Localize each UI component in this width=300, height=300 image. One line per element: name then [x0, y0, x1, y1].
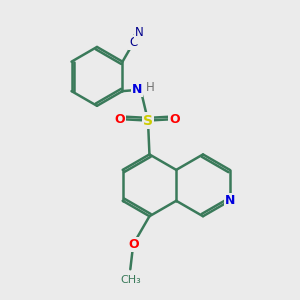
Text: S: S: [143, 114, 153, 128]
Text: O: O: [115, 112, 125, 126]
Text: N: N: [135, 26, 143, 40]
Text: O: O: [169, 112, 180, 126]
Text: CH₃: CH₃: [120, 274, 141, 284]
Text: N: N: [132, 83, 142, 96]
Text: H: H: [146, 81, 154, 94]
Text: C: C: [129, 36, 138, 49]
Text: O: O: [128, 238, 139, 251]
Text: N: N: [225, 194, 235, 207]
